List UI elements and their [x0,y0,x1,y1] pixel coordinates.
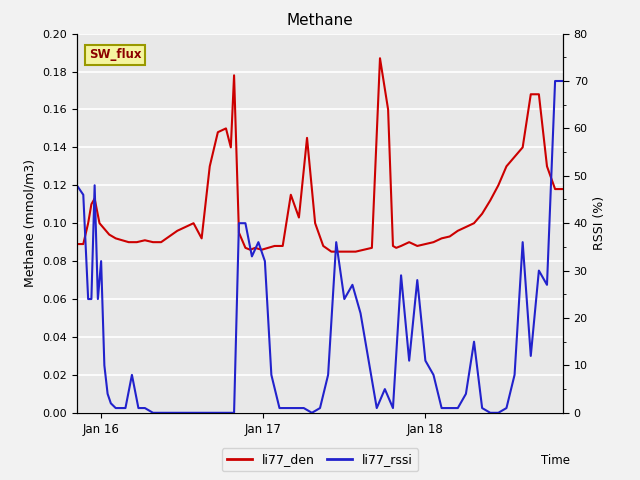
li77_rssi [559,78,567,84]
li77_den [95,220,103,226]
Legend: li77_den, li77_rssi: li77_den, li77_rssi [222,448,418,471]
Line: li77_rssi: li77_rssi [77,81,563,413]
li77_rssi [94,296,102,302]
Title: Methane: Methane [287,13,353,28]
li77_den [551,186,559,192]
li77_den [559,186,567,192]
li77_rssi [116,405,124,411]
li77_rssi [543,282,551,288]
li77_den [133,239,141,245]
li77_rssi [438,405,445,411]
Line: li77_den: li77_den [77,58,563,252]
li77_rssi [128,372,136,378]
li77_den [149,239,157,245]
Text: Time: Time [541,454,570,467]
li77_rssi [149,410,157,416]
li77_den [328,249,335,254]
Y-axis label: Methane (mmol/m3): Methane (mmol/m3) [24,159,36,287]
li77_den [376,55,384,61]
li77_den [446,234,454,240]
li77_den [73,241,81,247]
Text: SW_flux: SW_flux [89,48,141,61]
li77_den [344,249,351,254]
li77_rssi [332,239,340,245]
li77_rssi [551,78,559,84]
Y-axis label: RSSI (%): RSSI (%) [593,196,606,250]
li77_rssi [73,182,81,188]
